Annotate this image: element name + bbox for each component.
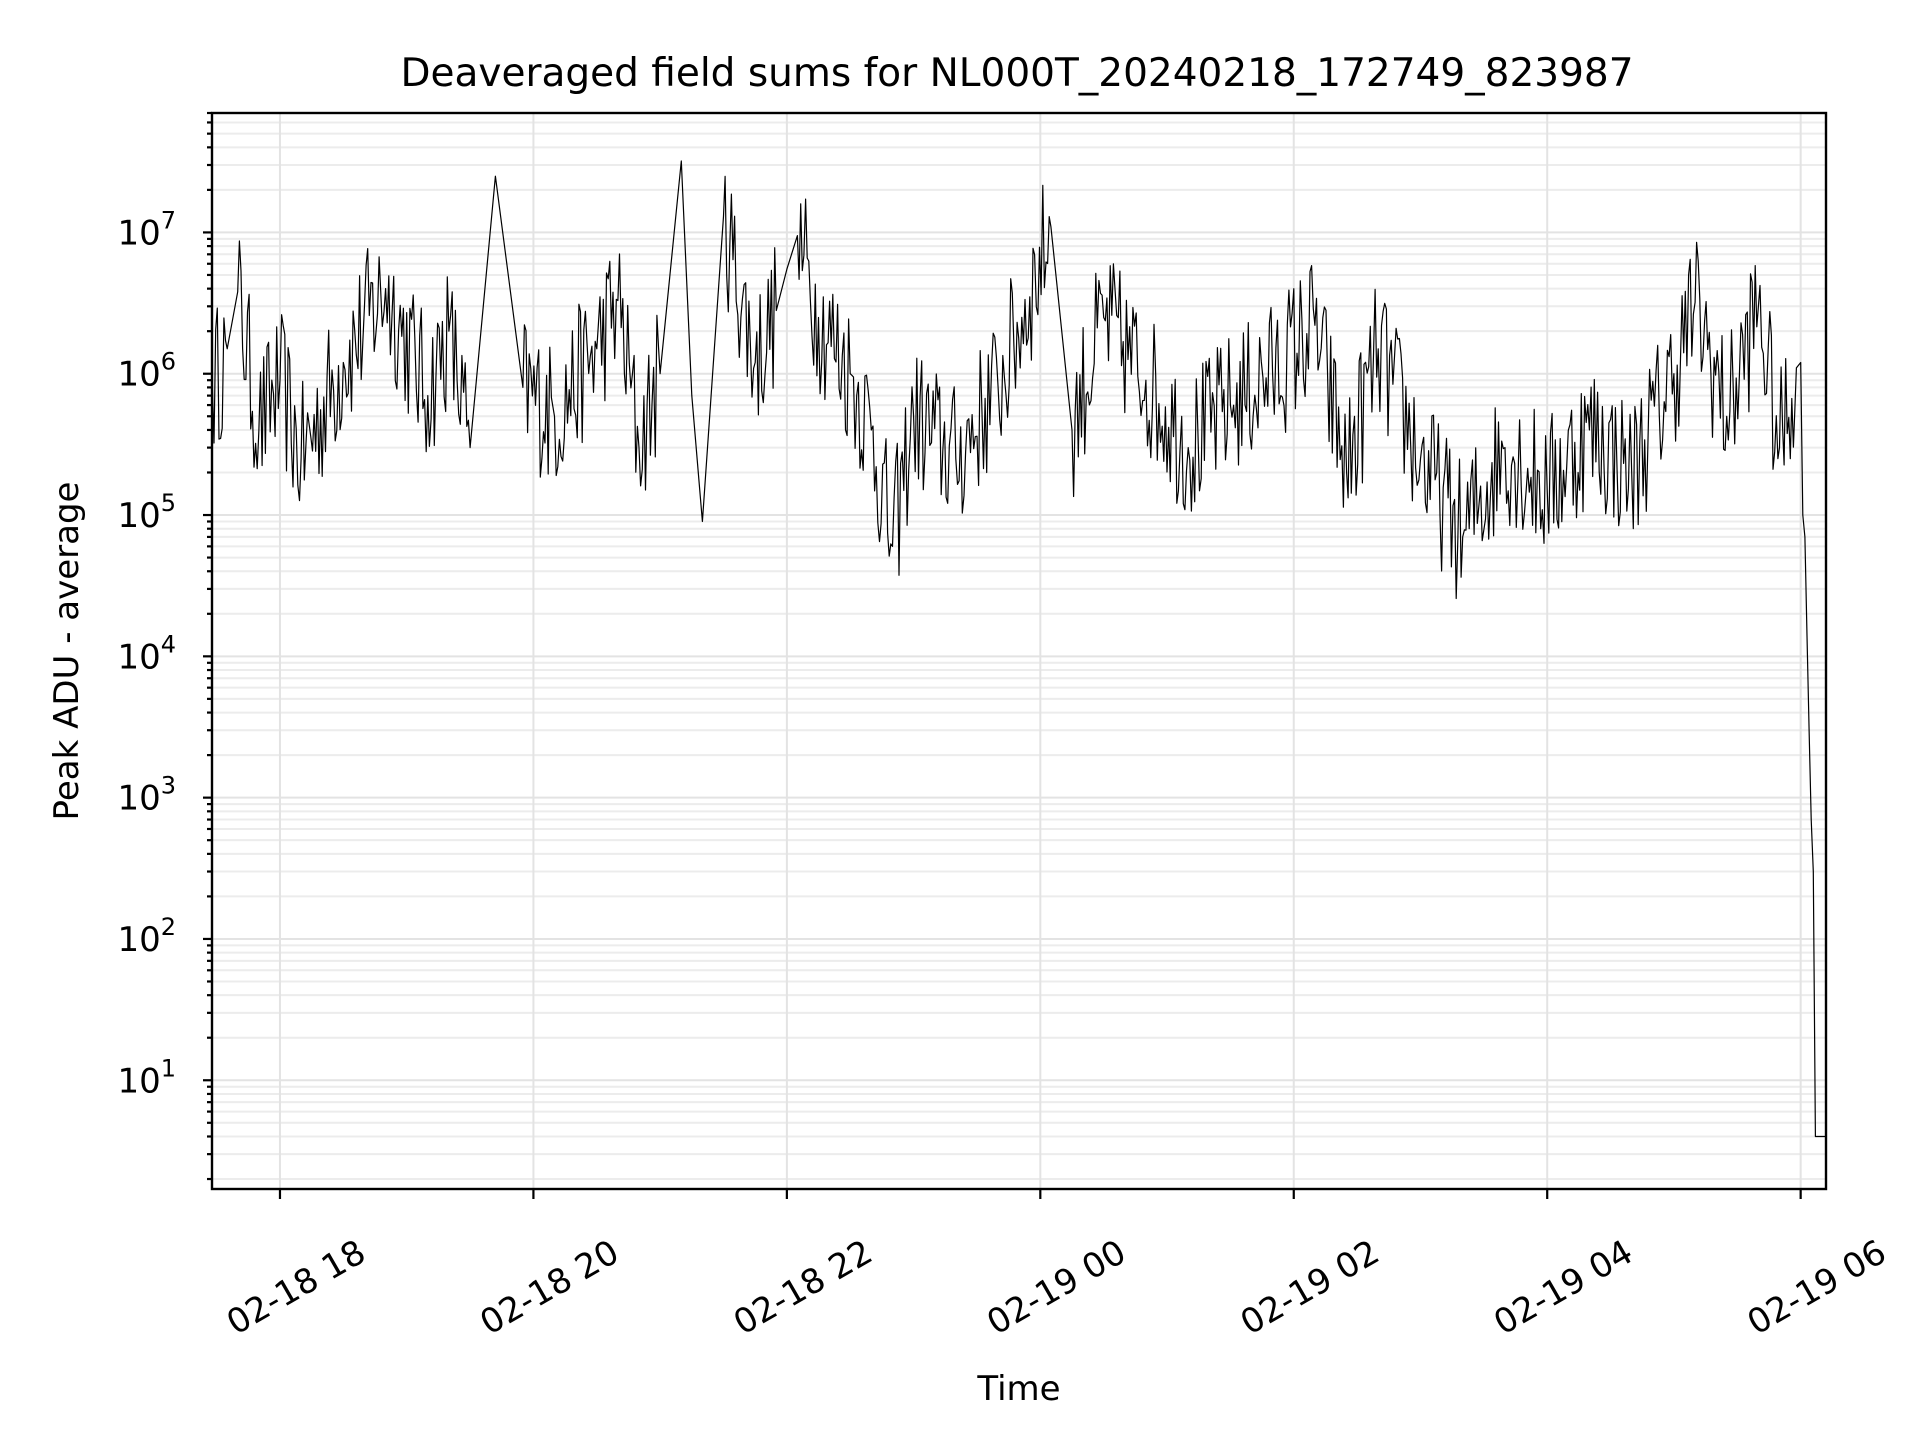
x-tick-label: 02-18 22 [727,1232,879,1343]
y-tick-label: 106 [117,348,176,395]
x-tick-label: 02-19 06 [1741,1232,1893,1343]
grid [212,112,1826,1189]
y-tick-label: 102 [117,913,176,960]
x-axis: 02-18 18 02-18 20 02-18 22 02-19 00 02-19 02… [220,1189,1893,1343]
y-tick-label: 104 [117,630,176,677]
x-tick-label: 02-19 02 [1234,1232,1386,1343]
y-axis-label: Peak ADU - average [47,482,87,821]
x-axis-label: Time [976,1369,1060,1409]
y-tick-label: 105 [117,489,176,536]
series-line [211,160,1826,1138]
y-tick-label: 103 [117,772,176,819]
x-tick-label: 02-19 00 [980,1232,1132,1343]
x-tick-label: 02-18 20 [474,1232,626,1343]
plot-frame [210,111,1828,1191]
chart-title: Deaveraged field sums for NL000T_2024021… [400,51,1633,96]
series-layer [211,160,1826,1138]
y-tick-label: 101 [117,1054,176,1101]
x-tick-label: 02-18 18 [220,1232,372,1343]
y-axis: 101 102 103 104 105 106 107 [117,111,212,1181]
x-tick-label: 02-19 04 [1487,1232,1639,1343]
y-tick-label: 107 [117,206,176,253]
